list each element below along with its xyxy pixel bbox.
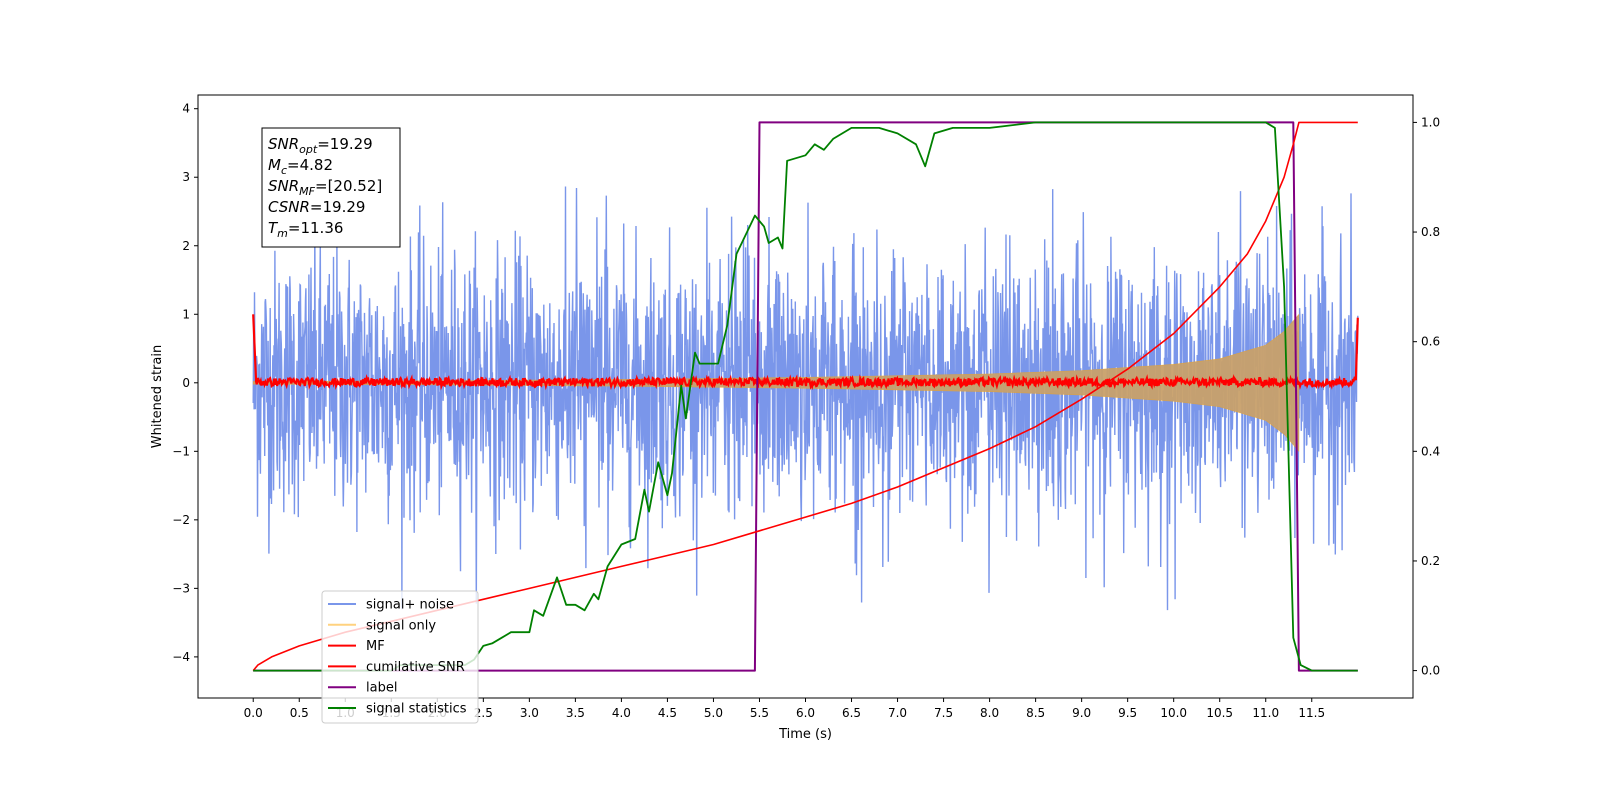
y-tick-label: −2 <box>172 513 190 527</box>
legend-entry: signal statistics <box>366 702 467 717</box>
y2-tick-label: 0.0 <box>1421 664 1440 678</box>
signal-statistics-line <box>253 121 1358 672</box>
y2-tick-label: 0.6 <box>1421 335 1440 349</box>
y-tick-label: 0 <box>182 376 190 390</box>
y2-tick-label: 0.2 <box>1421 554 1440 568</box>
legend-entry: signal+ noise <box>366 598 454 613</box>
x-tick-label: 6.5 <box>842 706 861 720</box>
x-axis-label: Time (s) <box>778 727 832 742</box>
x-tick-label: 7.0 <box>888 706 907 720</box>
y-tick-label: 1 <box>182 307 190 321</box>
legend-entry: cumilative SNR <box>366 660 465 675</box>
x-tick-label: 10.0 <box>1160 706 1187 720</box>
x-tick-label: 5.5 <box>750 706 769 720</box>
y-tick-label: 3 <box>182 170 190 184</box>
x-tick-label: 10.5 <box>1206 706 1233 720</box>
legend-entry: MF <box>366 639 385 654</box>
x-tick-label: 11.0 <box>1252 706 1279 720</box>
annotation-frame <box>261 127 401 248</box>
y-tick-label: 2 <box>182 239 190 253</box>
annotation-line: Tm=11.36 <box>268 219 343 240</box>
x-tick-label: 4.5 <box>658 706 677 720</box>
annotation-line: Mc=4.82 <box>268 156 333 177</box>
annotation-line: CSNR=19.29 <box>268 198 365 216</box>
x-tick-label: 9.5 <box>1118 706 1137 720</box>
x-tick-label: 0.0 <box>244 706 263 720</box>
annotation-box: SNRopt=19.29Mc=4.82SNRMF=[20.52]CSNR=19.… <box>261 127 401 248</box>
x-tick-label: 0.5 <box>290 706 309 720</box>
x-tick-label: 11.5 <box>1298 706 1325 720</box>
x-tick-label: 8.5 <box>1026 706 1045 720</box>
x-tick-label: 3.5 <box>566 706 585 720</box>
legend-entry: signal only <box>366 618 436 633</box>
legend-frame <box>321 590 479 724</box>
x-tick-label: 5.0 <box>704 706 723 720</box>
x-tick-label: 3.0 <box>520 706 539 720</box>
y-axis-label: Whitened strain <box>150 345 165 448</box>
y-tick-label: 4 <box>182 102 190 116</box>
x-tick-label: 8.0 <box>980 706 999 720</box>
y-tick-label: −4 <box>172 650 190 664</box>
y2-tick-label: 0.4 <box>1421 444 1440 458</box>
x-tick-label: 9.0 <box>1072 706 1091 720</box>
legend: signal+ noise signal only MF cumilative SNR… <box>321 590 479 724</box>
label-line <box>253 121 1358 672</box>
x-tick-label: 7.5 <box>934 706 953 720</box>
x-tick-label: 6.0 <box>796 706 815 720</box>
legend-entry: label <box>366 681 397 696</box>
x-tick-label: 4.0 <box>612 706 631 720</box>
annotation-line: SNRMF=[20.52] <box>268 177 382 198</box>
x-tick-label: 2.5 <box>474 706 493 720</box>
annotation-line: SNRopt=19.29 <box>268 135 373 156</box>
y2-tick-label: 1.0 <box>1421 115 1440 129</box>
y2-tick-label: 0.8 <box>1421 225 1440 239</box>
axes: 0.00.51.01.52.02.53.03.54.04.55.05.56.06… <box>150 94 1440 742</box>
y-tick-label: −3 <box>172 581 190 595</box>
mf-line <box>252 314 1359 391</box>
y-tick-label: −1 <box>172 444 190 458</box>
